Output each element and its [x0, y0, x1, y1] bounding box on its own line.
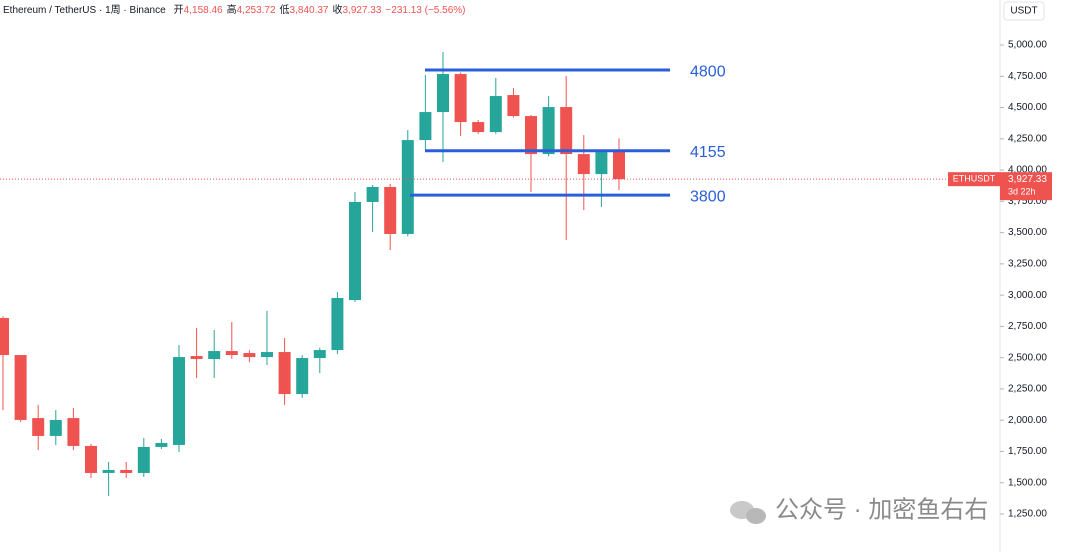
y-tick-label: 4,750.00 [1008, 71, 1047, 82]
candle-body [137, 446, 150, 473]
candle-body [313, 350, 326, 359]
y-tick-label: 3,250.00 [1008, 259, 1047, 270]
candle-body [155, 442, 168, 447]
candle-body [102, 469, 115, 473]
candle-body [85, 445, 97, 473]
y-tick-label: 5,000.00 [1008, 40, 1047, 51]
value: 4,158.46 [184, 5, 223, 16]
candle-body [0, 318, 9, 356]
candle-body [331, 298, 344, 351]
y-tick-label: 2,000.00 [1008, 415, 1047, 426]
y-tick-label: 1,250.00 [1008, 509, 1047, 520]
candle-body [384, 186, 397, 234]
header: Ethereum / TetherUS · 1周 · Binance 开4,158… [3, 3, 465, 16]
candle-body [32, 418, 45, 436]
y-tick-label: 3,750.00 [1008, 196, 1047, 207]
candle-body [366, 186, 379, 202]
value: 3,927.33 [342, 5, 381, 16]
label: 低 [280, 3, 290, 16]
candle-body [349, 201, 361, 301]
candle-body [243, 353, 256, 358]
countdown-text: 3d 22h [1008, 187, 1036, 197]
candle-body [225, 351, 238, 356]
watermark-text: 公众号 · 加密鱼右右 [775, 496, 988, 523]
y-tick-label: 1,500.00 [1008, 477, 1047, 488]
candle-body [542, 107, 555, 155]
candle-body [49, 419, 62, 436]
candle-body [560, 107, 573, 155]
candle-body [208, 351, 221, 360]
candle-body [419, 112, 432, 141]
value: 4,253.72 [237, 5, 276, 16]
watermark: 公众号 · 加密鱼右右 [730, 496, 988, 524]
price-tag [1000, 172, 1052, 201]
candle-body [190, 356, 203, 360]
candle-body [437, 74, 449, 113]
watermark-icon [746, 508, 766, 524]
unit-box [1003, 1, 1045, 21]
y-tick-label: 3,500.00 [1008, 227, 1047, 238]
y-tick-label: 4,000.00 [1008, 165, 1047, 176]
candle-body [401, 140, 414, 234]
candle-body [120, 469, 133, 473]
candle-body [525, 116, 537, 155]
y-tick-label: 1,750.00 [1008, 446, 1047, 457]
candle-body [507, 95, 520, 117]
y-tick-label: 3,000.00 [1008, 290, 1047, 301]
symbol: Ethereum / TetherUS · 1周 · Binance [3, 4, 166, 16]
label: 收 [332, 3, 342, 16]
symbol-tag-text: ETHUSDT [953, 174, 996, 184]
candle-body [577, 154, 590, 175]
candle-body [278, 352, 291, 395]
candle-body [489, 96, 502, 133]
candle-body [296, 358, 309, 395]
value: −231.13 (−5.56%) [385, 5, 465, 16]
y-tick-label: 2,500.00 [1008, 352, 1047, 363]
candle-body [14, 355, 27, 420]
symbol-tag [948, 172, 1000, 187]
y-tick-label: 4,250.00 [1008, 133, 1047, 144]
y-tick-label: 4,500.00 [1008, 102, 1047, 113]
candle-body [472, 122, 485, 133]
candle-body [595, 152, 608, 175]
value: 3,840.37 [290, 5, 329, 16]
price-tag-text: 3,927.33 [1008, 174, 1047, 185]
level-label: 4800 [690, 63, 726, 80]
label: 开 [174, 5, 184, 16]
y-tick-label: 2,250.00 [1008, 384, 1047, 395]
candle-body [613, 150, 625, 180]
label: 高 [227, 3, 237, 16]
candle-body [454, 74, 467, 123]
candle-body [67, 418, 80, 446]
level-label: 4155 [690, 144, 726, 161]
level-label: 3800 [690, 188, 726, 205]
candle-body [173, 357, 185, 445]
candle-body [261, 352, 273, 358]
axis-label: USDT [1010, 6, 1037, 17]
y-tick-label: 2,750.00 [1008, 321, 1047, 332]
